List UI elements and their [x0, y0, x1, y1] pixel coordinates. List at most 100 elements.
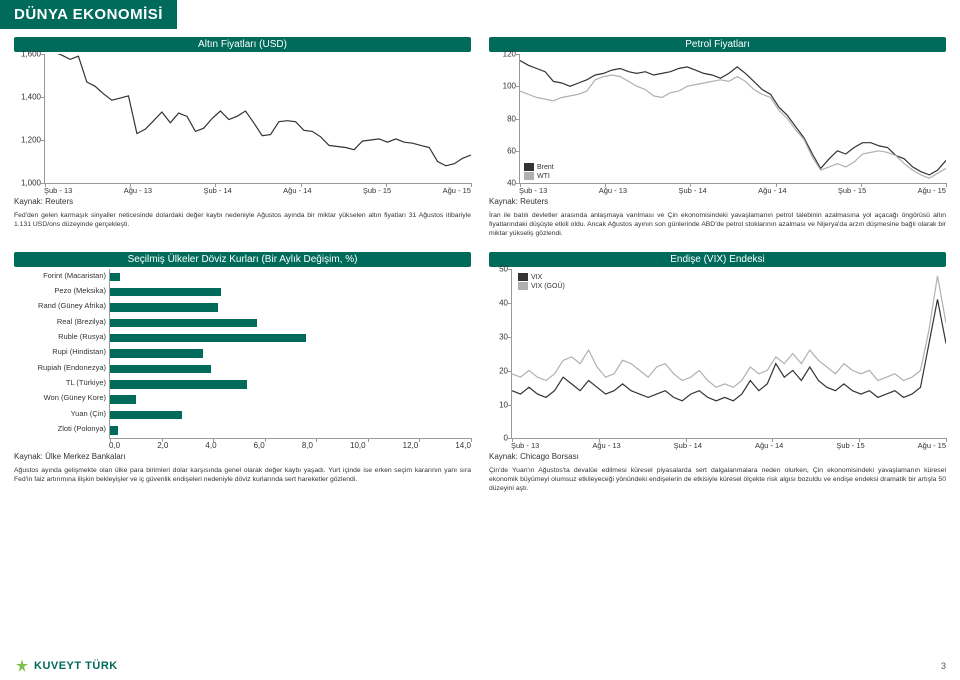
fx-bar [110, 411, 182, 419]
fx-bar [110, 426, 118, 434]
fx-bar [110, 288, 221, 296]
x-tick-label: 10,0 [350, 441, 366, 450]
x-tick-label: 0,0 [109, 441, 120, 450]
fx-source: Kaynak: Ülke Merkez Bankaları [14, 452, 471, 461]
legend-label: VIX (GOÜ) [531, 283, 565, 290]
x-tick-label: Şub - 15 [838, 186, 866, 195]
fx-chart-title: Seçilmiş Ülkeler Döviz Kurları (Bir Aylı… [14, 252, 471, 267]
x-tick-label: 4,0 [205, 441, 216, 450]
x-tick-label: Şub - 14 [674, 441, 702, 450]
x-tick-label: Şub - 15 [363, 186, 391, 195]
x-tick-label: Ağu - 13 [599, 186, 627, 195]
brand-name: KUVEYT TÜRK [34, 660, 118, 672]
fx-bar-label: TL (Türkiye) [15, 378, 110, 387]
page-header-title: DÜNYA EKONOMİSİ [0, 0, 177, 29]
fx-bar [110, 395, 136, 403]
x-tick-label: Şub - 14 [203, 186, 231, 195]
x-tick-label: Ağu - 13 [124, 186, 152, 195]
fx-x-axis: 0,0 2,0 4,0 6,0 8,0 10,0 12,0 14,0 [109, 441, 471, 450]
vix-legend: VIX VIX (GOÜ) [518, 273, 565, 291]
fx-bar-label: Pezo (Meksika) [15, 286, 110, 295]
fx-bar-label: Forint (Macaristan) [15, 271, 110, 280]
fx-bar-label: Ruble (Rusya) [15, 332, 110, 341]
y-tick-label: 30 [482, 333, 508, 342]
legend-swatch [518, 282, 528, 290]
y-tick-label: 1,200 [15, 136, 41, 145]
gold-panel: Altın Fiyatları (USD) 1,0001,2001,4001,6… [14, 37, 471, 238]
y-tick-label: 0 [482, 434, 508, 443]
fx-bar-label: Rupiah (Endonezya) [15, 363, 110, 372]
fx-bar [110, 273, 120, 281]
legend-item: VIX [518, 273, 565, 281]
page-number: 3 [941, 661, 946, 671]
x-tick-label: Şub - 15 [836, 441, 864, 450]
y-tick-label: 40 [482, 299, 508, 308]
fx-bar [110, 365, 211, 373]
legend-swatch [518, 273, 528, 281]
fx-bar-label: Yuan (Çin) [15, 409, 110, 418]
fx-panel: Seçilmiş Ülkeler Döviz Kurları (Bir Aylı… [14, 252, 471, 493]
y-tick-label: 1,600 [15, 50, 41, 59]
legend-label: VIX [531, 274, 542, 281]
y-tick-label: 50 [482, 265, 508, 274]
oil-source: Kaynak: Reuters [489, 197, 946, 206]
fx-bar-label: Rupi (Hindistan) [15, 347, 110, 356]
gold-chart: 1,0001,2001,4001,600 [44, 54, 471, 184]
brand-icon [14, 658, 30, 674]
x-tick-label: 8,0 [302, 441, 313, 450]
x-tick-label: Ağu - 13 [592, 441, 620, 450]
oil-panel: Petrol Fiyatları BrentWTI 406080100120 Ş… [489, 37, 946, 238]
vix-x-axis: Şub - 13 Ağu - 13 Şub - 14 Ağu - 14 Şub - 15… [511, 441, 946, 450]
x-tick-label: Şub - 13 [511, 441, 539, 450]
x-tick-label: Şub - 14 [678, 186, 706, 195]
gold-x-axis: Şub - 13 Ağu - 13 Şub - 14 Ağu - 14 Şub - 15… [44, 186, 471, 195]
y-tick-label: 40 [490, 179, 516, 188]
fx-chart: Forint (Macaristan)Pezo (Meksika)Rand (G… [109, 269, 471, 439]
fx-bar [110, 319, 257, 327]
page-content: Altın Fiyatları (USD) 1,0001,2001,4001,6… [0, 37, 960, 508]
brand-logo: KUVEYT TÜRK [14, 658, 118, 674]
x-tick-label: Şub - 13 [519, 186, 547, 195]
fx-bar [110, 303, 218, 311]
y-tick-label: 60 [490, 146, 516, 155]
vix-description: Çin'de Yuan'ın Ağustos'ta devalüe edilme… [489, 467, 946, 493]
oil-chart: BrentWTI 406080100120 [519, 54, 946, 184]
x-tick-label: Şub - 13 [44, 186, 72, 195]
fx-bar-label: Real (Brezilya) [15, 317, 110, 326]
fx-bar [110, 334, 306, 342]
y-tick-label: 1,000 [15, 179, 41, 188]
y-tick-label: 10 [482, 400, 508, 409]
page-footer: KUVEYT TÜRK 3 [14, 658, 946, 674]
x-tick-label: 6,0 [254, 441, 265, 450]
vix-panel: Endişe (VIX) Endeksi VIXVIX (GOÜ) 010203… [489, 252, 946, 493]
fx-description: Ağustos ayında gelişmekte olan ülke para… [14, 467, 471, 485]
oil-chart-title: Petrol Fiyatları [489, 37, 946, 52]
x-tick-label: Ağu - 14 [755, 441, 783, 450]
y-tick-label: 20 [482, 366, 508, 375]
y-tick-label: 1,400 [15, 93, 41, 102]
x-tick-label: Ağu - 14 [758, 186, 786, 195]
row-top: Altın Fiyatları (USD) 1,0001,2001,4001,6… [14, 37, 946, 238]
fx-bar [110, 380, 247, 388]
x-tick-label: Ağu - 15 [918, 441, 946, 450]
fx-bar-label: Rand (Güney Afrika) [15, 301, 110, 310]
x-tick-label: 12,0 [403, 441, 419, 450]
y-tick-label: 80 [490, 114, 516, 123]
vix-chart: VIXVIX (GOÜ) 01020304050 [511, 269, 946, 439]
legend-item: VIX (GOÜ) [518, 282, 565, 290]
fx-bar [110, 349, 203, 357]
x-tick-label: 2,0 [157, 441, 168, 450]
vix-chart-title: Endişe (VIX) Endeksi [489, 252, 946, 267]
fx-bar-label: Zloti (Polonya) [15, 424, 110, 433]
x-tick-label: Ağu - 14 [283, 186, 311, 195]
vix-source: Kaynak: Chicago Borsası [489, 452, 946, 461]
x-tick-label: 14,0 [455, 441, 471, 450]
y-tick-label: 120 [490, 50, 516, 59]
fx-bar-label: Won (Güney Kore) [15, 393, 110, 402]
x-tick-label: Ağu - 15 [443, 186, 471, 195]
gold-chart-title: Altın Fiyatları (USD) [14, 37, 471, 52]
row-bottom: Seçilmiş Ülkeler Döviz Kurları (Bir Aylı… [14, 252, 946, 493]
oil-description: İran ile batılı devletler arasında anlaş… [489, 212, 946, 238]
gold-description: Fed'den gelen karmaşık sinyaller netices… [14, 212, 471, 230]
y-tick-label: 100 [490, 82, 516, 91]
